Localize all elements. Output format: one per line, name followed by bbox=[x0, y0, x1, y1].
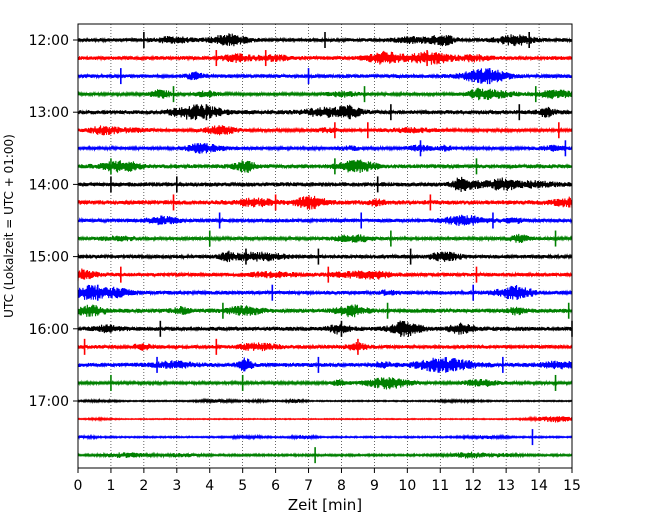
x-tick-label: 15 bbox=[563, 478, 581, 494]
trace-signal bbox=[77, 159, 573, 174]
axes: 0 1 2 3 4 5 6 7 8 9 10 11 12 13 14 1512:0013:0014:0015:… bbox=[29, 23, 581, 494]
trace-1315 bbox=[77, 122, 573, 139]
traces bbox=[77, 32, 573, 464]
trace-signal bbox=[77, 341, 573, 353]
trace-1300 bbox=[77, 104, 573, 121]
y-tick-label: 15:00 bbox=[29, 250, 69, 266]
trace-1400 bbox=[77, 176, 573, 193]
trace-signal bbox=[77, 268, 573, 281]
y-tick-label: 16:00 bbox=[29, 322, 69, 338]
x-tick-label: 3 bbox=[172, 478, 181, 494]
trace-signal bbox=[77, 87, 573, 101]
trace-1730 bbox=[77, 429, 573, 446]
trace-1345 bbox=[77, 158, 573, 175]
trace-1430 bbox=[77, 212, 573, 229]
trace-signal bbox=[77, 250, 573, 263]
plot-frame bbox=[77, 23, 573, 469]
trace-1215 bbox=[77, 50, 573, 67]
trace-signal bbox=[77, 50, 573, 65]
x-tick-label: 6 bbox=[271, 478, 280, 494]
y-tick-label: 13:00 bbox=[29, 105, 69, 121]
trace-signal bbox=[77, 125, 573, 136]
trace-signal bbox=[77, 356, 573, 373]
x-tick-label: 10 bbox=[398, 478, 416, 494]
trace-1515 bbox=[77, 266, 573, 283]
y-tick-label: 12:00 bbox=[29, 33, 69, 49]
trace-1500 bbox=[77, 248, 573, 265]
trace-1615 bbox=[77, 338, 573, 355]
trace-signal bbox=[77, 214, 573, 227]
y-tick-label: 14:00 bbox=[29, 177, 69, 193]
y-axis-label: UTC (Lokalzeit = UTC + 01:00) bbox=[2, 134, 16, 318]
x-tick-label: 13 bbox=[497, 478, 515, 494]
trace-1645 bbox=[77, 374, 573, 391]
x-tick-label: 4 bbox=[205, 478, 214, 494]
trace-1230 bbox=[77, 68, 573, 85]
x-tick-label: 1 bbox=[106, 478, 115, 494]
trace-signal bbox=[77, 377, 573, 390]
x-tick-label: 9 bbox=[370, 478, 379, 494]
trace-signal bbox=[77, 284, 573, 301]
trace-1745 bbox=[77, 447, 573, 464]
trace-signal bbox=[77, 104, 573, 121]
x-tick-label: 8 bbox=[337, 478, 346, 494]
trace-1530 bbox=[77, 284, 573, 301]
y-tick-label: 17:00 bbox=[29, 394, 69, 410]
trace-signal bbox=[77, 195, 573, 210]
x-tick-label: 11 bbox=[431, 478, 449, 494]
trace-1245 bbox=[77, 86, 573, 103]
x-tick-label: 5 bbox=[238, 478, 247, 494]
x-axis-label: Zeit [min] bbox=[288, 496, 362, 514]
trace-1200 bbox=[77, 32, 573, 48]
x-tick-label: 0 bbox=[74, 478, 83, 494]
trace-1700 bbox=[77, 397, 573, 405]
trace-1545 bbox=[77, 302, 573, 319]
trace-1630 bbox=[77, 356, 573, 373]
trace-signal bbox=[77, 176, 573, 193]
trace-1445 bbox=[77, 230, 573, 247]
trace-1415 bbox=[77, 194, 573, 211]
trace-signal bbox=[77, 304, 573, 318]
trace-1330 bbox=[77, 140, 573, 157]
trace-1715 bbox=[77, 415, 573, 423]
trace-signal bbox=[77, 143, 573, 154]
x-tick-label: 12 bbox=[464, 478, 482, 494]
x-tick-label: 2 bbox=[139, 478, 148, 494]
x-tick-label: 7 bbox=[304, 478, 313, 494]
x-tick-label: 14 bbox=[530, 478, 548, 494]
trace-1600 bbox=[77, 320, 573, 338]
